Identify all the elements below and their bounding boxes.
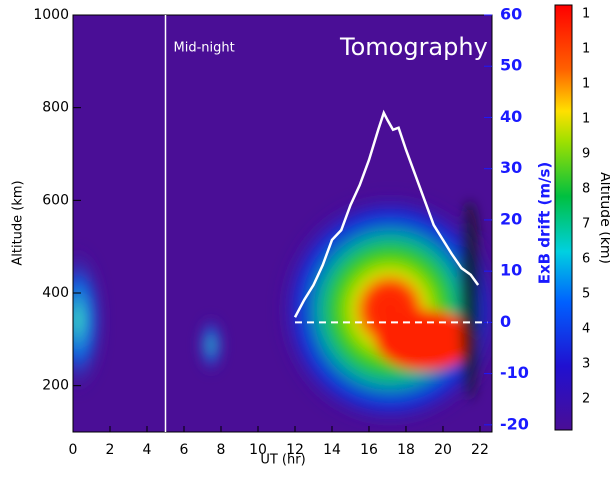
y-tick-label: 200: [42, 378, 69, 394]
x-tick-label: 12: [286, 442, 304, 458]
y2-tick-label: 50: [500, 56, 522, 75]
colorbar-tick-label: 7: [582, 217, 590, 232]
x-tick-label: 22: [471, 442, 489, 458]
y2-tick-label: 0: [500, 312, 511, 331]
x-tick-label: 18: [397, 442, 415, 458]
plot-frame: [72, 14, 493, 433]
colorbar-tick-label: 2: [582, 392, 590, 407]
x-tick-label: 2: [106, 442, 115, 458]
x-tick-label: 0: [69, 442, 78, 458]
annotation: Mid-night: [173, 41, 234, 56]
colorbar-label: Altitude (km): [597, 172, 610, 264]
y2-tick-label: 10: [500, 261, 522, 280]
y2-axis-label: ExB drift (m/s): [536, 162, 554, 285]
colorbar-tick-label: 3: [582, 357, 590, 372]
colorbar-tick-label: 1: [582, 7, 590, 22]
x-tick-label: 20: [434, 442, 452, 458]
colorbar-tick-label: 8: [582, 182, 590, 197]
x-axis-label: UT (hr): [260, 453, 305, 468]
drift-line: [293, 109, 480, 318]
colorbar: [554, 4, 573, 431]
y2-tick-label: 60: [500, 5, 522, 24]
y-tick-label: 800: [42, 100, 69, 116]
x-tick-label: 10: [249, 442, 267, 458]
colorbar-tick-label: 1: [582, 42, 590, 57]
colorbar-tick-label: 1: [582, 77, 590, 92]
colorbar-tick-label: 4: [582, 322, 590, 337]
colorbar-tick-label: 1: [582, 112, 590, 127]
x-tick-label: 4: [143, 442, 152, 458]
colorbar-tick-label: 6: [582, 252, 590, 267]
x-tick-label: 16: [360, 442, 378, 458]
y2-tick-label: -10: [500, 363, 529, 382]
y-tick-label: 1000: [33, 7, 69, 23]
x-tick-label: 14: [323, 442, 341, 458]
colorbar-tick-label: 9: [582, 147, 590, 162]
y-tick-label: 600: [42, 192, 69, 208]
y2-tick-label: 20: [500, 209, 522, 228]
colorbar-tick-label: 5: [582, 287, 590, 302]
x-tick-label: 8: [217, 442, 226, 458]
y2-tick-label: -20: [500, 414, 529, 433]
y-tick-label: 400: [42, 285, 69, 301]
y-axis-label: Altitude (km): [11, 180, 26, 265]
y2-tick-label: 30: [500, 158, 522, 177]
x-tick-label: 6: [180, 442, 189, 458]
y2-tick-label: 40: [500, 107, 522, 126]
chart-title: Tomography: [339, 33, 488, 61]
